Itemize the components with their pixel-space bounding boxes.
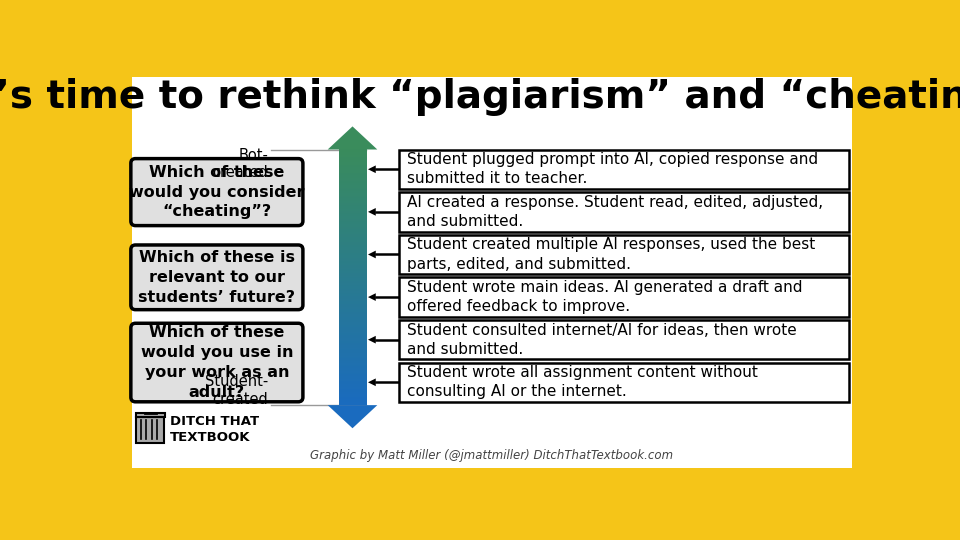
FancyBboxPatch shape <box>399 235 849 274</box>
FancyBboxPatch shape <box>399 362 849 402</box>
Text: AI created a response. Student read, edited, adjusted,
and submitted.: AI created a response. Student read, edi… <box>407 195 823 229</box>
Text: Student-
created: Student- created <box>204 374 268 407</box>
FancyBboxPatch shape <box>131 323 303 402</box>
Polygon shape <box>368 165 375 173</box>
Polygon shape <box>368 208 375 215</box>
Text: Graphic by Matt Miller (@jmattmiller) DitchThatTextbook.com: Graphic by Matt Miller (@jmattmiller) Di… <box>310 449 674 462</box>
Text: Student wrote main ideas. AI generated a draft and
offered feedback to improve.: Student wrote main ideas. AI generated a… <box>407 280 803 314</box>
FancyBboxPatch shape <box>132 77 852 468</box>
Polygon shape <box>368 293 375 301</box>
Polygon shape <box>368 336 375 343</box>
Text: Student plugged prompt into AI, copied response and
submitted it to teacher.: Student plugged prompt into AI, copied r… <box>407 152 818 186</box>
Text: Which of these is
relevant to our
students’ future?: Which of these is relevant to our studen… <box>138 250 296 305</box>
Polygon shape <box>368 379 375 386</box>
Polygon shape <box>327 126 377 150</box>
FancyBboxPatch shape <box>136 417 164 443</box>
Text: DITCH THAT
TEXTBOOK: DITCH THAT TEXTBOOK <box>170 415 259 444</box>
Text: Bot-
created: Bot- created <box>212 148 268 180</box>
FancyBboxPatch shape <box>131 245 303 309</box>
FancyBboxPatch shape <box>135 413 165 417</box>
Text: It’s time to rethink “plagiarism” and “cheating”: It’s time to rethink “plagiarism” and “c… <box>0 78 960 116</box>
Text: Student created multiple AI responses, used the best
parts, edited, and submitte: Student created multiple AI responses, u… <box>407 238 815 272</box>
FancyBboxPatch shape <box>399 278 849 317</box>
Polygon shape <box>327 405 377 428</box>
FancyBboxPatch shape <box>399 320 849 360</box>
Text: Student consulted internet/AI for ideas, then wrote
and submitted.: Student consulted internet/AI for ideas,… <box>407 322 797 357</box>
Text: Which of these
would you consider
“cheating”?: Which of these would you consider “cheat… <box>130 165 304 219</box>
FancyBboxPatch shape <box>399 150 849 189</box>
Text: Which of these
would you use in
your work as an
adult?: Which of these would you use in your wor… <box>140 325 293 400</box>
Text: Student wrote all assignment content without
consulting AI or the internet.: Student wrote all assignment content wit… <box>407 365 757 400</box>
Polygon shape <box>368 251 375 258</box>
FancyBboxPatch shape <box>131 159 303 226</box>
FancyBboxPatch shape <box>399 192 849 232</box>
